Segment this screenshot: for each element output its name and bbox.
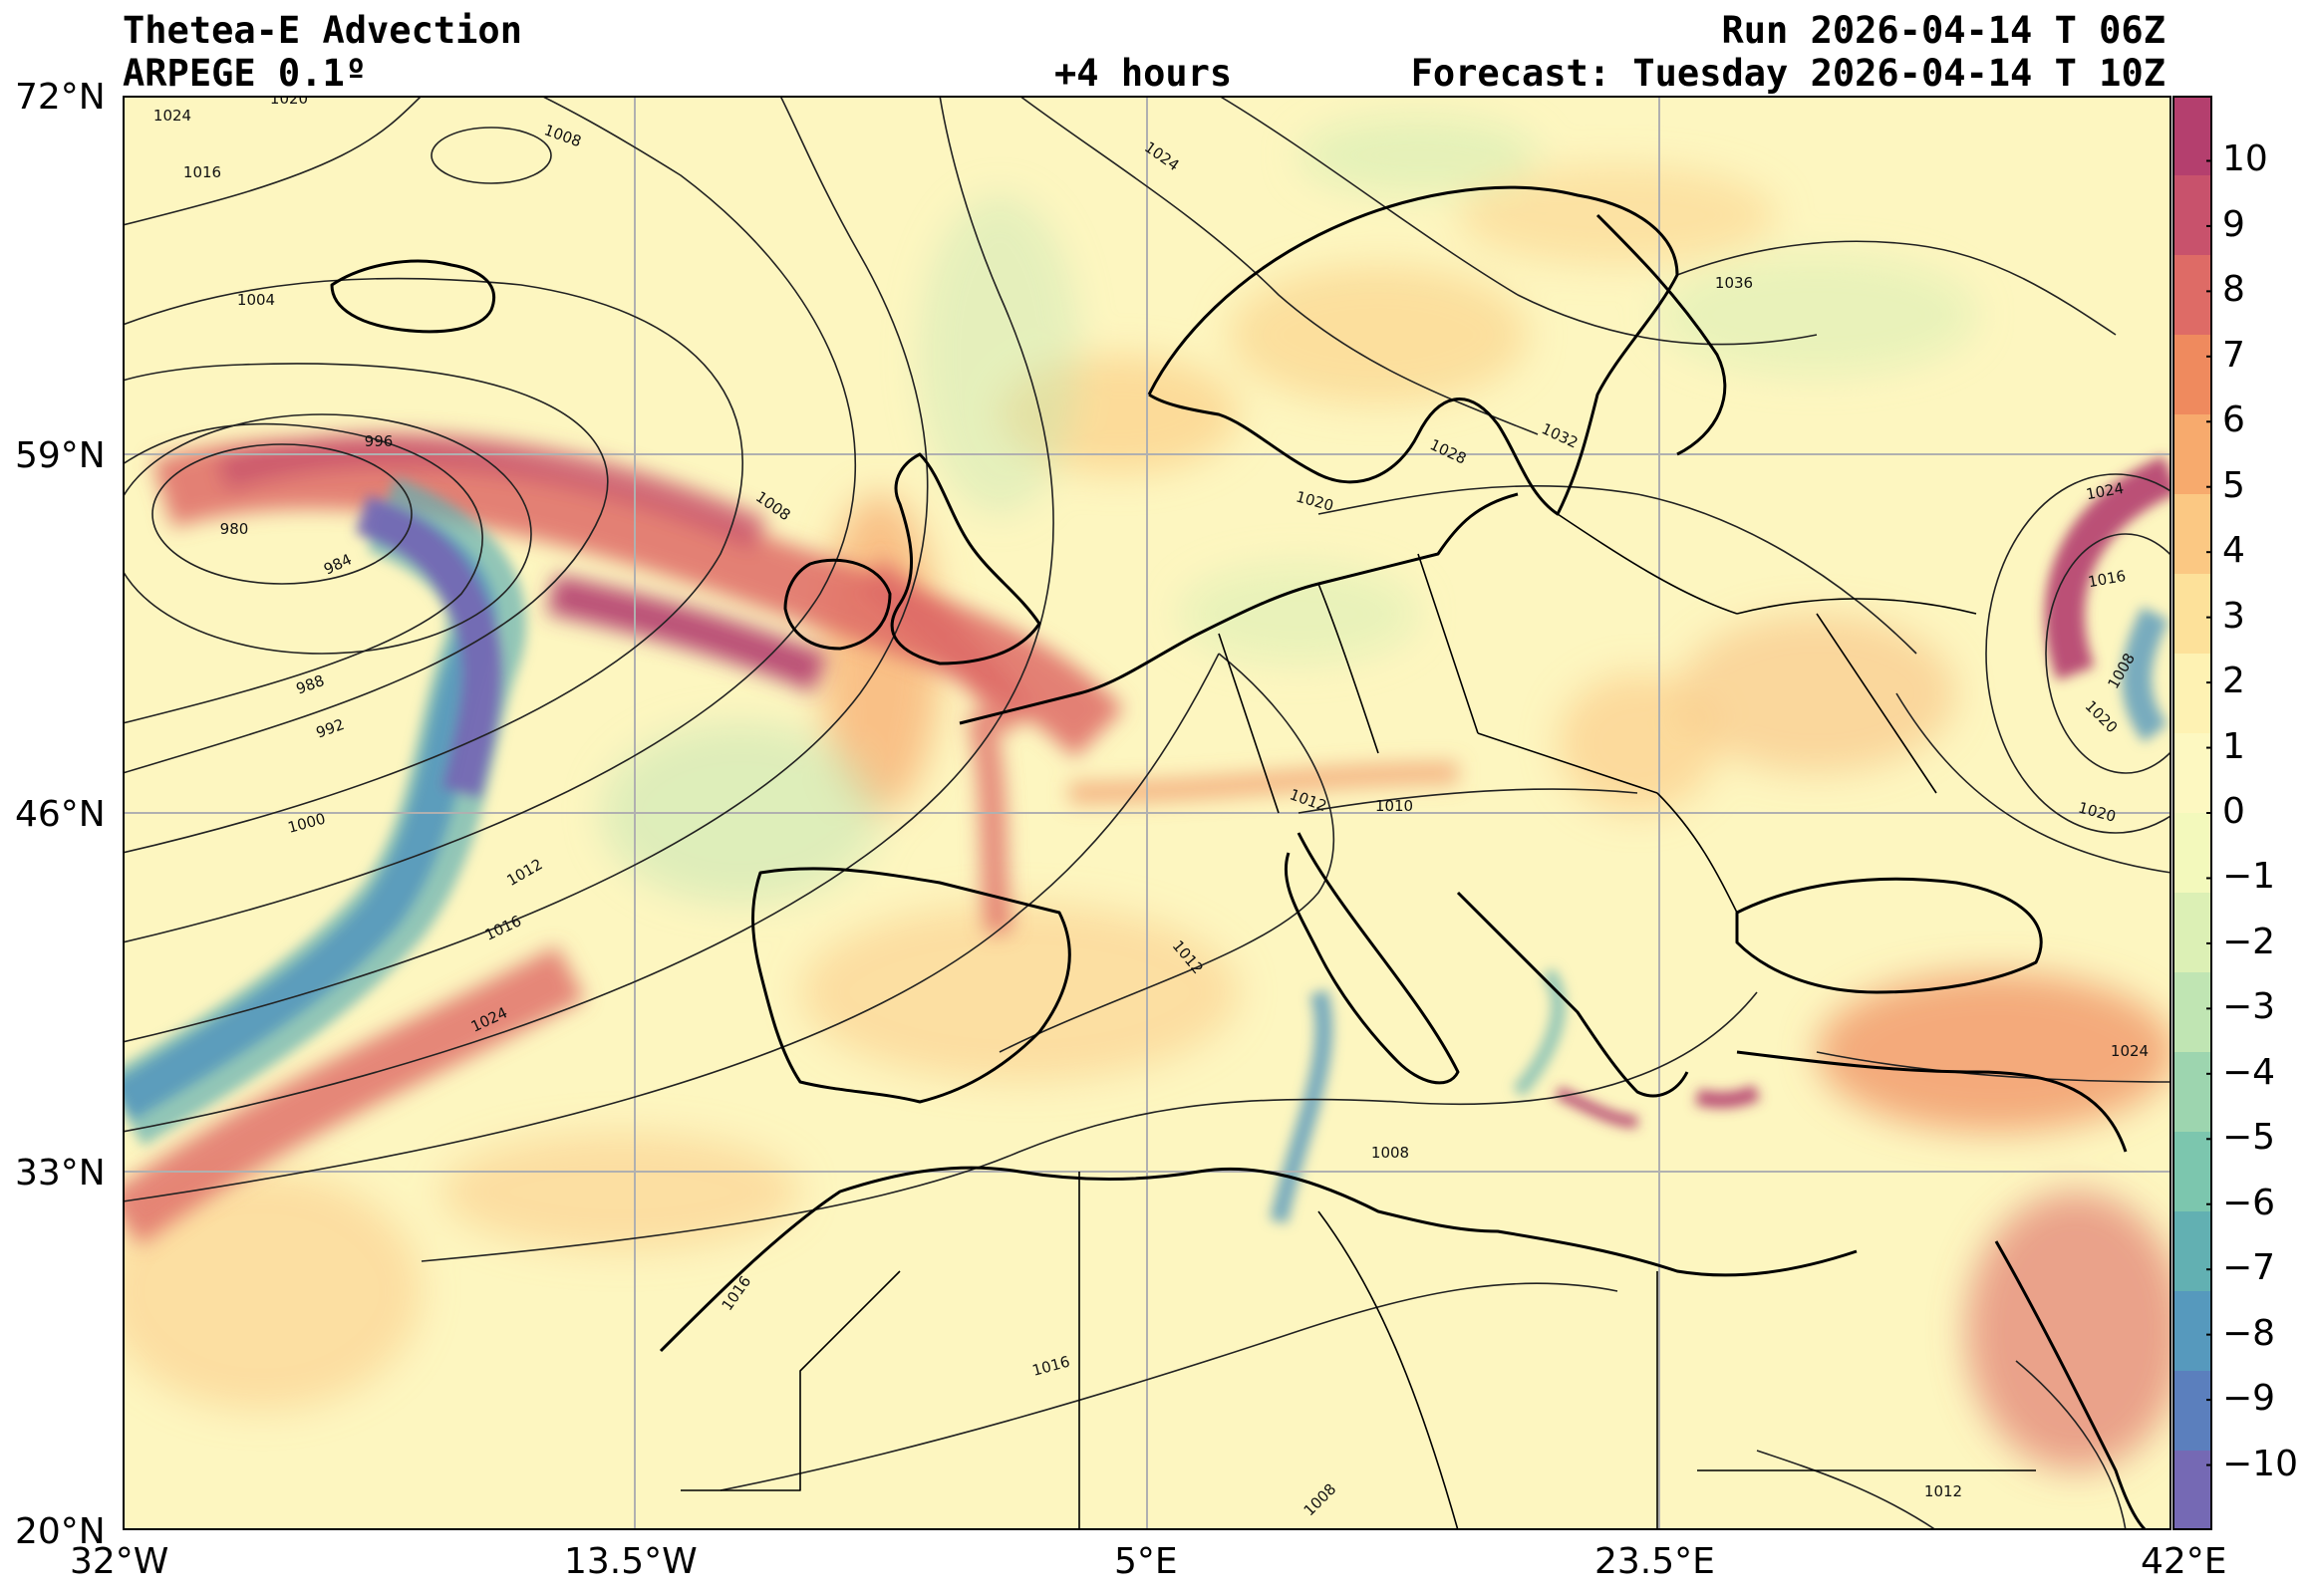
run-label: Run 2026-04-14 T 06Z: [1721, 9, 2166, 52]
colorbar-band: [2172, 255, 2212, 336]
colorbar-tick-label: 8: [2222, 269, 2245, 311]
red-sea-coast: [1994, 1240, 2148, 1530]
north-africa-coast: [659, 1166, 1858, 1353]
chart-title: Thetea-E Advection: [123, 9, 522, 52]
scandinavia-coast: [1147, 185, 1679, 516]
graticule: [123, 96, 2171, 1530]
isobar-label: 996: [365, 432, 394, 450]
lon-label-23-5e: 23.5°E: [1594, 1541, 1715, 1582]
lat-label-33n: 33°N: [15, 1153, 106, 1194]
isobar-label: 1036: [1715, 274, 1753, 292]
coastlines: [330, 185, 2148, 1530]
isobar-label: 1012: [1924, 1482, 1962, 1500]
map-frame: [123, 96, 2171, 1530]
colorbar-band: [2172, 414, 2212, 495]
lat-label-20n: 20°N: [15, 1511, 106, 1552]
colorbar-band: [2172, 494, 2212, 575]
finland-coast: [1595, 213, 1727, 456]
colorbar-band: [2172, 733, 2212, 814]
colorbar-tick-label: 1: [2222, 725, 2245, 767]
colorbar: [2172, 96, 2212, 1530]
isobar-label: 1008: [1371, 1144, 1409, 1162]
great-britain-coast: [890, 452, 1041, 665]
lat-label-59n: 59°N: [15, 435, 106, 476]
colorbar-tick-label: −4: [2222, 1051, 2276, 1093]
colorbar-band: [2172, 1132, 2212, 1212]
colorbar-tick-label: 2: [2222, 661, 2245, 702]
europe-coast: [959, 492, 1519, 725]
colorbar-band: [2172, 1211, 2212, 1292]
colorbar-band: [2172, 893, 2212, 973]
lon-label-32w: 32°W: [70, 1541, 169, 1582]
lat-label-46n: 46°N: [15, 794, 106, 835]
colorbar-band: [2172, 335, 2212, 415]
country-borders: [681, 513, 2036, 1530]
lon-label-5e: 5°E: [1114, 1541, 1178, 1582]
colorbar-tick-label: 7: [2222, 334, 2245, 376]
colorbar-band: [2172, 1052, 2212, 1133]
colorbar-tick-label: 0: [2222, 791, 2245, 832]
iberia-coast: [751, 867, 1071, 1104]
colorbar-tick-label: −5: [2222, 1117, 2276, 1159]
colorbar-tick-label: −6: [2222, 1182, 2276, 1223]
isobar-label: 1016: [183, 163, 221, 181]
black-sea-coast: [1735, 877, 2043, 994]
colorbar-tick-label: −10: [2222, 1443, 2298, 1484]
colorbar-tick-label: −7: [2222, 1247, 2276, 1289]
colorbar-band: [2172, 1371, 2212, 1452]
colorbar-tick-label: −3: [2222, 986, 2276, 1028]
colorbar-tick-label: 4: [2222, 530, 2245, 572]
colorbar-band: [2172, 972, 2212, 1053]
colorbar-tick-label: 9: [2222, 203, 2245, 245]
lon-label-42e: 42°E: [2141, 1541, 2227, 1582]
colorbar-band: [2172, 175, 2212, 256]
colorbar-band: [2172, 1451, 2212, 1530]
colorbar-tick-label: −8: [2222, 1312, 2276, 1354]
isobar-label: 1020: [270, 96, 308, 108]
isobar-label: 1010: [1375, 797, 1413, 815]
lon-label-13-5w: 13.5°W: [564, 1541, 698, 1582]
colorbar-band: [2172, 813, 2212, 894]
iceland-coast: [330, 259, 496, 334]
model-label: ARPEGE 0.1º: [123, 52, 368, 95]
isobar-label: 1004: [237, 291, 275, 309]
colorbar-tick-label: 3: [2222, 595, 2245, 637]
lat-label-72n: 72°N: [15, 77, 106, 118]
colorbar-tick-label: 6: [2222, 399, 2245, 441]
balkans-coast: [1456, 891, 1689, 1098]
colorbar-tick-label: −1: [2222, 856, 2276, 898]
ireland-coast: [783, 558, 892, 651]
colorbar-band: [2172, 574, 2212, 655]
colorbar-tick-label: −9: [2222, 1378, 2276, 1420]
italy-coast: [1284, 832, 1460, 1085]
colorbar-band: [2172, 654, 2212, 734]
isobar-label: 980: [220, 520, 249, 538]
theta-e-advection-map: 1024 1020 1008 1016 1004 1024 1036 996 1…: [123, 96, 2171, 1530]
advection-field: [123, 116, 2171, 1470]
colorbar-band: [2172, 96, 2212, 176]
isobar-label: 1024: [153, 107, 191, 125]
isobars: [123, 96, 2171, 1530]
cold-advection-band: [123, 476, 2169, 1223]
isobar-label: 1024: [2111, 1042, 2149, 1060]
anatolia-coast: [1736, 1050, 2128, 1153]
colorbar-tick-label: 10: [2222, 138, 2268, 180]
warm-advection-band: [123, 432, 1459, 1246]
colorbar-tick-label: 5: [2222, 464, 2245, 506]
colorbar-tick-label: −2: [2222, 921, 2276, 962]
forecast-label: Forecast: Tuesday 2026-04-14 T 10Z: [1410, 52, 2166, 95]
lead-time-label: +4 hours: [1054, 52, 1233, 95]
colorbar-band: [2172, 1291, 2212, 1372]
